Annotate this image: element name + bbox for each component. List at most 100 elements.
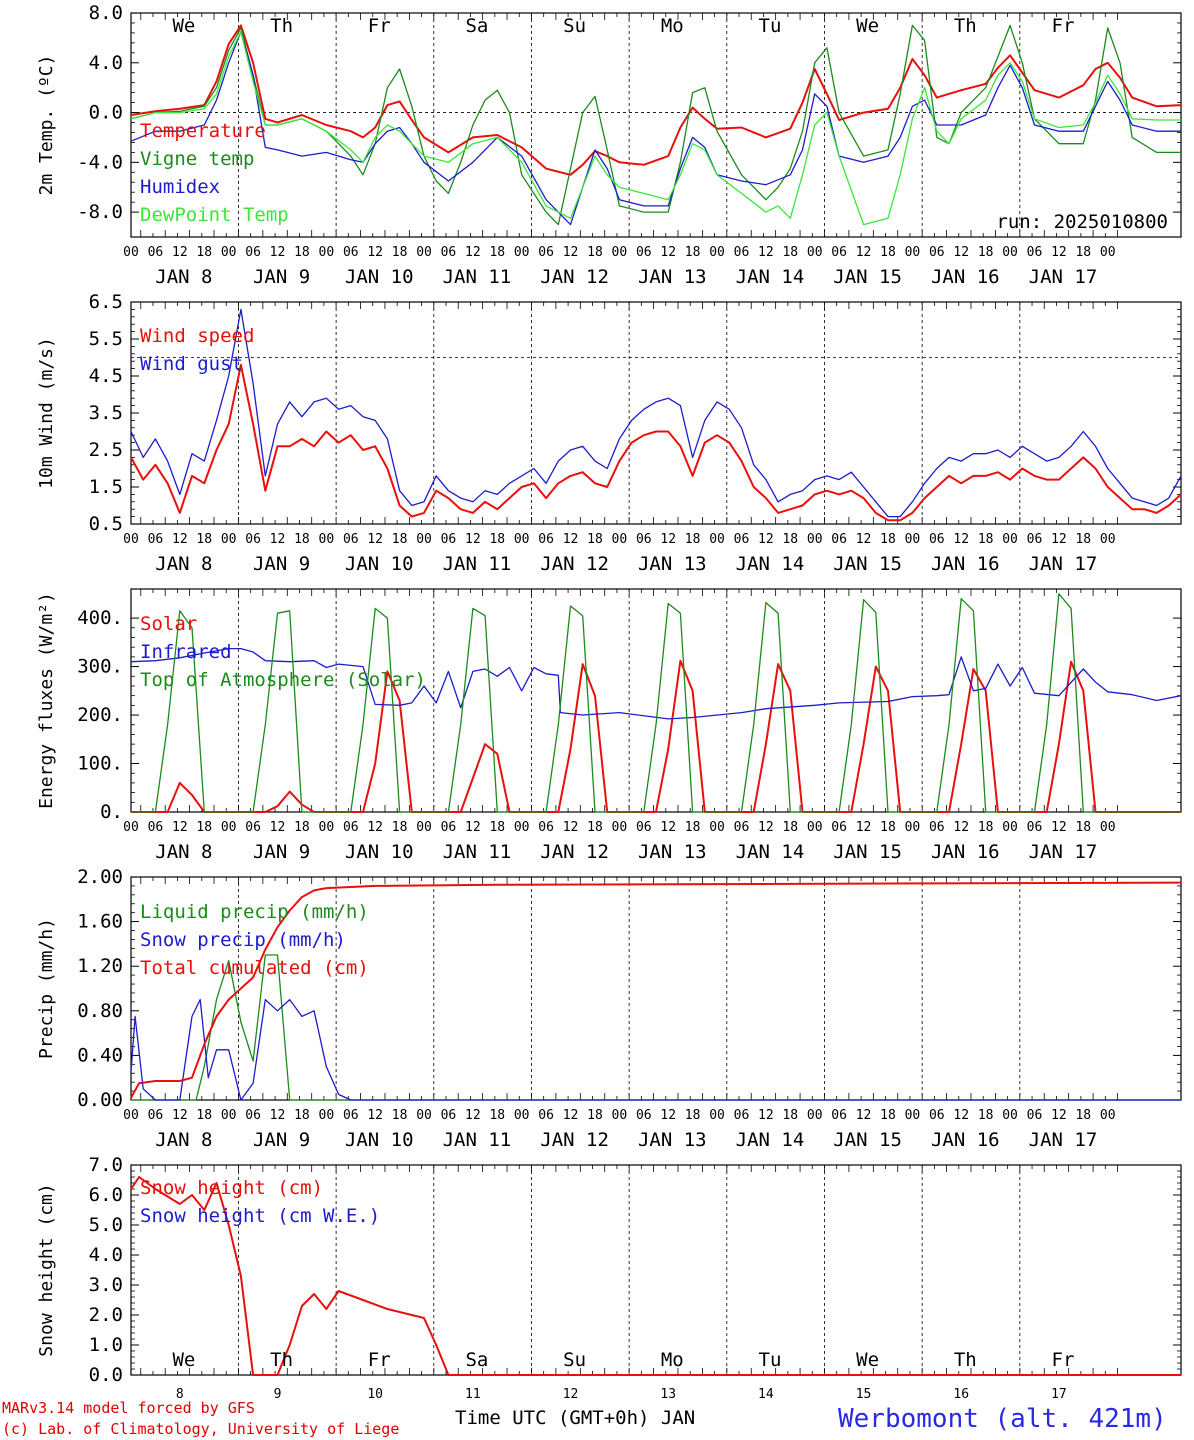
series-line bbox=[130, 647, 1182, 720]
hour-label: 12 bbox=[563, 1108, 579, 1123]
weekday-label: Tu bbox=[759, 1349, 782, 1371]
hour-label: 00 bbox=[221, 532, 237, 547]
date-label: JAN 14 bbox=[736, 1129, 805, 1151]
hour-label: 00 bbox=[709, 245, 725, 260]
hour-label: 06 bbox=[441, 245, 457, 260]
hour-label: 06 bbox=[734, 1108, 750, 1123]
panel-frame bbox=[130, 588, 1182, 813]
date-label: JAN 10 bbox=[345, 841, 414, 863]
hour-label: 06 bbox=[1027, 1108, 1043, 1123]
hour-label: 00 bbox=[612, 532, 628, 547]
hour-label: 00 bbox=[514, 532, 530, 547]
hour-label: 00 bbox=[416, 1108, 432, 1123]
y-tick-label: 0. bbox=[100, 801, 123, 823]
date-label: JAN 11 bbox=[443, 266, 512, 288]
y-tick-label: 6.5 bbox=[89, 291, 123, 313]
date-label: JAN 14 bbox=[736, 841, 805, 863]
hour-label: 12 bbox=[172, 532, 188, 547]
y-tick-label: 1.0 bbox=[89, 1334, 123, 1356]
hour-label: 06 bbox=[929, 532, 945, 547]
legend-entry: Snow height (cm) bbox=[140, 1177, 323, 1199]
hour-label: 06 bbox=[636, 1108, 652, 1123]
hour-label: 06 bbox=[148, 245, 164, 260]
hour-label: 18 bbox=[587, 532, 603, 547]
legend-entry: Infrared bbox=[140, 641, 232, 663]
weekday-label: Fr bbox=[368, 1349, 391, 1371]
hour-label: 00 bbox=[905, 245, 921, 260]
y-tick-label: 0.5 bbox=[89, 513, 123, 535]
date-label: JAN 10 bbox=[345, 266, 414, 288]
hour-label: 18 bbox=[880, 532, 896, 547]
hour-label: 18 bbox=[392, 1108, 408, 1123]
hour-label: 18 bbox=[294, 820, 310, 835]
hour-label: 06 bbox=[148, 532, 164, 547]
hour-label: 06 bbox=[245, 820, 261, 835]
hour-label: 12 bbox=[563, 245, 579, 260]
hour-label: 00 bbox=[807, 1108, 823, 1123]
day-number: 14 bbox=[758, 1387, 774, 1402]
hour-label: 18 bbox=[587, 245, 603, 260]
hour-label: 18 bbox=[196, 1108, 212, 1123]
hour-label: 00 bbox=[807, 820, 823, 835]
hour-label: 18 bbox=[782, 245, 798, 260]
hour-label: 12 bbox=[465, 820, 481, 835]
weekday-label: We bbox=[856, 15, 879, 37]
hour-label: 00 bbox=[709, 532, 725, 547]
series-line bbox=[130, 31, 1181, 226]
weekday-label: Th bbox=[954, 1349, 977, 1371]
day-number: 10 bbox=[367, 1387, 383, 1402]
date-label: JAN 9 bbox=[253, 553, 310, 575]
hour-label: 12 bbox=[660, 532, 676, 547]
day-number: 17 bbox=[1051, 1387, 1067, 1402]
hour-label: 06 bbox=[343, 1108, 359, 1123]
hour-label: 06 bbox=[245, 245, 261, 260]
hour-label: 12 bbox=[367, 245, 383, 260]
legend-entry: Top of Atmosphere (Solar) bbox=[140, 669, 426, 691]
hour-label: 00 bbox=[905, 820, 921, 835]
series-line bbox=[131, 659, 1181, 813]
hour-label: 12 bbox=[953, 820, 969, 835]
y-tick-label: 2.0 bbox=[89, 1304, 123, 1326]
y-tick-label: 200. bbox=[77, 704, 123, 726]
panel-frame bbox=[130, 301, 1182, 525]
hour-label: 06 bbox=[929, 820, 945, 835]
hour-label: 18 bbox=[294, 1108, 310, 1123]
y-tick-label: 0.00 bbox=[77, 1089, 123, 1111]
hour-label: 06 bbox=[734, 245, 750, 260]
hour-label: 06 bbox=[538, 532, 554, 547]
hour-label: 00 bbox=[1002, 1108, 1018, 1123]
day-number: 12 bbox=[563, 1387, 579, 1402]
date-label: JAN 8 bbox=[155, 266, 212, 288]
y-tick-label: 3.0 bbox=[89, 1274, 123, 1296]
hour-label: 06 bbox=[343, 820, 359, 835]
hour-label: 18 bbox=[685, 245, 701, 260]
hour-label: 12 bbox=[367, 532, 383, 547]
hour-label: 06 bbox=[148, 820, 164, 835]
date-label: JAN 17 bbox=[1029, 266, 1098, 288]
hour-label: 18 bbox=[880, 245, 896, 260]
hour-label: 00 bbox=[612, 1108, 628, 1123]
hour-label: 06 bbox=[636, 532, 652, 547]
hour-label: 18 bbox=[587, 1108, 603, 1123]
date-label: JAN 12 bbox=[540, 266, 609, 288]
hour-label: 06 bbox=[831, 1108, 847, 1123]
hour-label: 18 bbox=[392, 245, 408, 260]
hour-label: 18 bbox=[978, 532, 994, 547]
hour-label: 00 bbox=[416, 532, 432, 547]
y-tick-label: -8.0 bbox=[77, 201, 123, 223]
hour-label: 12 bbox=[1051, 1108, 1067, 1123]
legend-entry: Snow height (cm W.E.) bbox=[140, 1205, 380, 1227]
hour-label: 18 bbox=[489, 1108, 505, 1123]
hour-label: 00 bbox=[807, 532, 823, 547]
hour-label: 12 bbox=[660, 820, 676, 835]
hour-label: 12 bbox=[856, 245, 872, 260]
hour-label: 06 bbox=[343, 532, 359, 547]
hour-label: 12 bbox=[270, 1108, 286, 1123]
weekday-label: We bbox=[856, 1349, 879, 1371]
date-label: JAN 13 bbox=[638, 266, 707, 288]
hour-label: 18 bbox=[685, 820, 701, 835]
hour-label: 00 bbox=[1002, 820, 1018, 835]
hour-label: 00 bbox=[1100, 245, 1116, 260]
weekday-label: Sa bbox=[465, 15, 488, 37]
hour-label: 12 bbox=[270, 245, 286, 260]
